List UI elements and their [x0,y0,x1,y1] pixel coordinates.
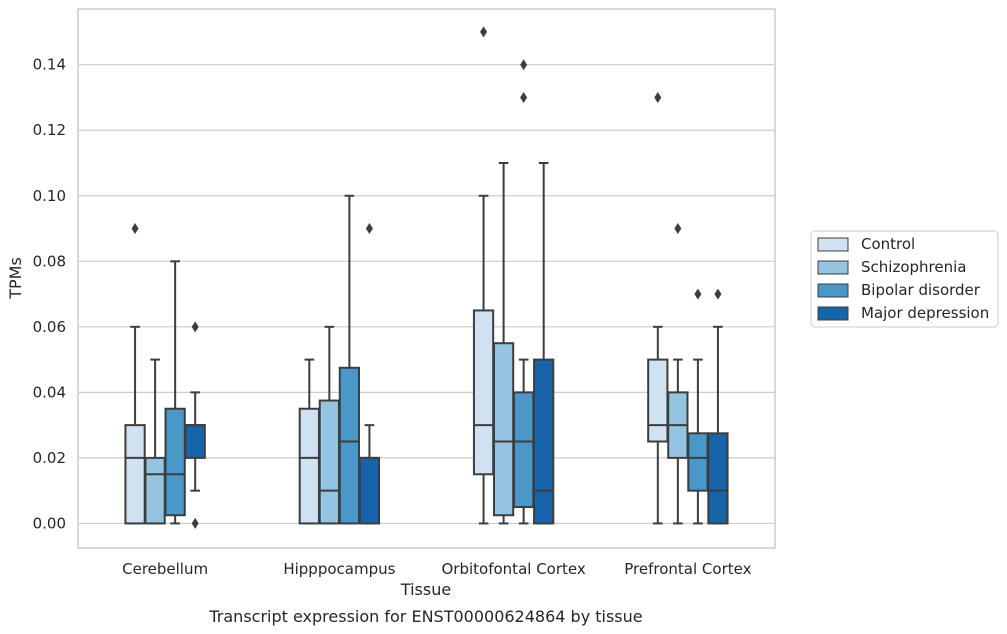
box-0 [298,358,320,525]
box-iqr [298,407,320,525]
box-3 [184,321,206,529]
box-layer [124,26,729,529]
legend: Control Schizophrenia Bipolar disorder Majo… [810,230,999,328]
legend-label: Schizophrenia [861,258,966,276]
box-iqr [647,358,669,443]
box-1 [492,162,515,525]
outlier-point [694,288,702,300]
y-tick-label: 0.08 [33,252,66,270]
box-2 [687,288,709,525]
legend-label: Bipolar disorder [861,281,981,299]
box-iqr [124,424,146,525]
box-iqr [472,309,495,476]
y-tick-label: 0.10 [33,187,66,205]
box-iqr [358,456,381,525]
y-axis-title: TPMs [6,257,25,300]
box-iqr [144,456,166,525]
box-iqr [492,342,515,517]
box-iqr [513,391,535,509]
box-iqr [687,432,709,492]
x-tick-label: Cerebellum [122,560,208,578]
box-1 [144,358,166,525]
y-tick-label: 0.02 [33,449,66,467]
outlier-point [674,223,682,235]
legend-frame [810,230,999,328]
plot-frame [77,8,776,549]
outlier-point [480,26,488,38]
x-tick-labels: Cerebellum Hipppocampus Orbitofontal Corte… [122,560,751,578]
y-tick-label: 0.04 [33,383,66,401]
box-iqr [318,399,340,525]
box-3 [707,288,729,525]
figure-caption: Transcript expression for ENST0000062486… [208,607,642,626]
legend-swatch [817,237,849,252]
legend-swatch [817,283,849,298]
box-3 [533,162,555,525]
box-1 [667,223,689,525]
x-axis-title: Tissue [400,580,451,599]
box-iqr [184,424,206,459]
x-tick-label: Prefrontal Cortex [624,560,751,578]
box-1 [318,325,340,525]
box-iqr [338,366,361,525]
outlier-point [365,223,373,235]
y-tick-label: 0.12 [33,121,66,139]
outlier-point [714,288,722,300]
outlier-point [191,517,199,529]
y-tick-label: 0.00 [33,514,66,532]
box-2 [164,260,186,525]
y-tick-label: 0.06 [33,318,66,336]
outlier-point [520,91,528,103]
box-2 [338,194,361,525]
legend-label: Control [861,235,915,253]
y-tick-label: 0.14 [33,56,66,74]
box-iqr [533,358,555,525]
box-0 [647,91,669,525]
legend-swatch [817,306,849,321]
box-iqr [164,407,186,517]
box-2 [513,59,535,525]
outlier-point [654,91,662,103]
box-3 [358,223,381,525]
box-0 [472,26,495,525]
box-iqr [707,432,729,525]
outlier-point [131,223,139,235]
x-tick-label: Hipppocampus [283,560,395,578]
box-0 [124,223,146,525]
outlier-point [520,59,528,71]
x-tick-label: Orbitofontal Cortex [442,560,586,578]
legend-label: Major depression [861,304,989,322]
legend-swatch [817,260,849,275]
y-tick-labels: 0.00 0.02 0.04 0.06 0.08 0.10 0.12 0.14 [33,56,66,533]
outlier-point [191,321,199,333]
